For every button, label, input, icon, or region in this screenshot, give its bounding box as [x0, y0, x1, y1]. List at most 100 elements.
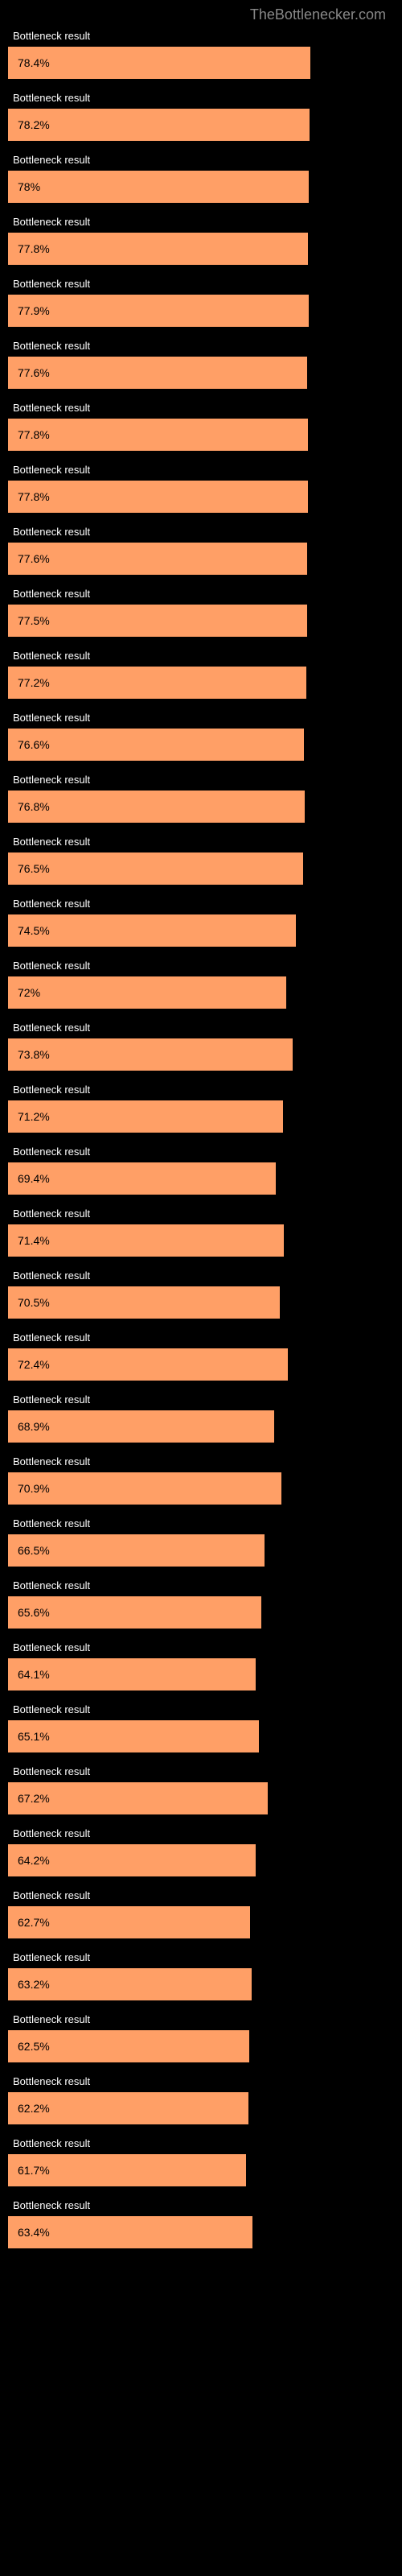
bar-value: 71.4% — [18, 1234, 50, 1247]
bar-value: 77.8% — [18, 428, 50, 441]
bar-value: 62.5% — [18, 2040, 50, 2053]
bar-value: 77.8% — [18, 242, 50, 255]
bar-track: 77.2% — [8, 667, 394, 699]
bar-track: 63.2% — [8, 1968, 394, 2000]
bar-track: 64.2% — [8, 1844, 394, 1876]
result-label: Bottleneck result — [8, 1204, 394, 1224]
bar-track: 71.2% — [8, 1100, 394, 1133]
result-label: Bottleneck result — [8, 1390, 394, 1410]
result-row: Bottleneck result69.4% — [8, 1142, 394, 1195]
bar-track: 77.8% — [8, 419, 394, 451]
bar-fill: 77.8% — [8, 233, 308, 265]
bar-fill: 69.4% — [8, 1162, 276, 1195]
result-row: Bottleneck result68.9% — [8, 1390, 394, 1443]
bar-track: 70.9% — [8, 1472, 394, 1505]
bar-value: 76.8% — [18, 800, 50, 813]
result-row: Bottleneck result62.2% — [8, 2072, 394, 2124]
bar-value: 72.4% — [18, 1358, 50, 1371]
bar-track: 72% — [8, 976, 394, 1009]
result-label: Bottleneck result — [8, 1886, 394, 1906]
header: TheBottlenecker.com — [0, 0, 402, 27]
result-row: Bottleneck result77.9% — [8, 275, 394, 327]
result-label: Bottleneck result — [8, 956, 394, 976]
result-label: Bottleneck result — [8, 460, 394, 481]
bar-track: 62.7% — [8, 1906, 394, 1938]
bar-value: 71.2% — [18, 1110, 50, 1123]
bar-fill: 70.9% — [8, 1472, 281, 1505]
bar-fill: 76.5% — [8, 852, 303, 885]
bar-value: 69.4% — [18, 1172, 50, 1185]
result-label: Bottleneck result — [8, 522, 394, 543]
result-row: Bottleneck result70.5% — [8, 1266, 394, 1319]
bar-value: 78.2% — [18, 118, 50, 131]
bar-fill: 63.2% — [8, 1968, 252, 2000]
bar-fill: 64.2% — [8, 1844, 256, 1876]
bar-fill: 77.8% — [8, 419, 308, 451]
bar-track: 74.5% — [8, 914, 394, 947]
result-row: Bottleneck result70.9% — [8, 1452, 394, 1505]
bar-track: 72.4% — [8, 1348, 394, 1381]
result-row: Bottleneck result66.5% — [8, 1514, 394, 1567]
site-title: TheBottlenecker.com — [250, 6, 386, 23]
result-row: Bottleneck result 77.2% — [8, 646, 394, 699]
result-row: Bottleneck result63.4% — [8, 2196, 394, 2248]
bar-fill: 71.4% — [8, 1224, 284, 1257]
bar-value: 70.9% — [18, 1482, 50, 1495]
bar-track: 78.4% — [8, 47, 394, 79]
result-label: Bottleneck result — [8, 2134, 394, 2154]
bar-value: 77.6% — [18, 366, 50, 379]
bar-value: 64.2% — [18, 1854, 50, 1867]
result-label: Bottleneck result — [8, 1700, 394, 1720]
result-label: Bottleneck result — [8, 646, 394, 667]
result-label: Bottleneck result — [8, 1328, 394, 1348]
result-row: Bottleneck result 76.6% — [8, 708, 394, 761]
bar-fill: 61.7% — [8, 2154, 246, 2186]
result-label: Bottleneck result — [8, 1824, 394, 1844]
result-label: Bottleneck result — [8, 1080, 394, 1100]
result-row: Bottleneck result 72.4% — [8, 1328, 394, 1381]
bar-fill: 76.6% — [8, 729, 304, 761]
bar-fill: 78.4% — [8, 47, 310, 79]
result-row: Bottleneck result78% — [8, 151, 394, 203]
bar-value: 63.2% — [18, 1978, 50, 1991]
result-row: Bottleneck result77.6% — [8, 522, 394, 575]
bar-fill: 70.5% — [8, 1286, 280, 1319]
bar-value: 61.7% — [18, 2164, 50, 2177]
bar-track: 65.6% — [8, 1596, 394, 1629]
bar-fill: 72.4% — [8, 1348, 288, 1381]
bar-track: 63.4% — [8, 2216, 394, 2248]
bar-track: 77.8% — [8, 481, 394, 513]
result-label: Bottleneck result — [8, 1514, 394, 1534]
bar-track: 66.5% — [8, 1534, 394, 1567]
bar-value: 64.1% — [18, 1668, 50, 1681]
bar-track: 76.6% — [8, 729, 394, 761]
bar-track: 78% — [8, 171, 394, 203]
bar-value: 77.2% — [18, 676, 50, 689]
result-label: Bottleneck result — [8, 770, 394, 791]
bar-track: 70.5% — [8, 1286, 394, 1319]
bar-track: 78.2% — [8, 109, 394, 141]
bar-value: 67.2% — [18, 1792, 50, 1805]
bar-track: 68.9% — [8, 1410, 394, 1443]
result-label: Bottleneck result — [8, 1948, 394, 1968]
result-label: Bottleneck result — [8, 1576, 394, 1596]
bar-fill: 77.6% — [8, 543, 307, 575]
result-row: Bottleneck result 71.4% — [8, 1204, 394, 1257]
bar-track: 61.7% — [8, 2154, 394, 2186]
bar-value: 70.5% — [18, 1296, 50, 1309]
bar-fill: 76.8% — [8, 791, 305, 823]
bar-track: 77.6% — [8, 357, 394, 389]
result-label: Bottleneck result — [8, 275, 394, 295]
bar-value: 76.6% — [18, 738, 50, 751]
bar-fill: 62.2% — [8, 2092, 248, 2124]
result-label: Bottleneck result — [8, 1762, 394, 1782]
result-row: Bottleneck result76.5% — [8, 832, 394, 885]
result-label: Bottleneck result — [8, 89, 394, 109]
bar-track: 62.5% — [8, 2030, 394, 2062]
bar-fill: 71.2% — [8, 1100, 283, 1133]
result-row: Bottleneck result62.5% — [8, 2010, 394, 2062]
result-row: Bottleneck result 78.2% — [8, 89, 394, 141]
result-label: Bottleneck result — [8, 708, 394, 729]
bar-value: 62.7% — [18, 1916, 50, 1929]
result-row: Bottleneck result73.8% — [8, 1018, 394, 1071]
